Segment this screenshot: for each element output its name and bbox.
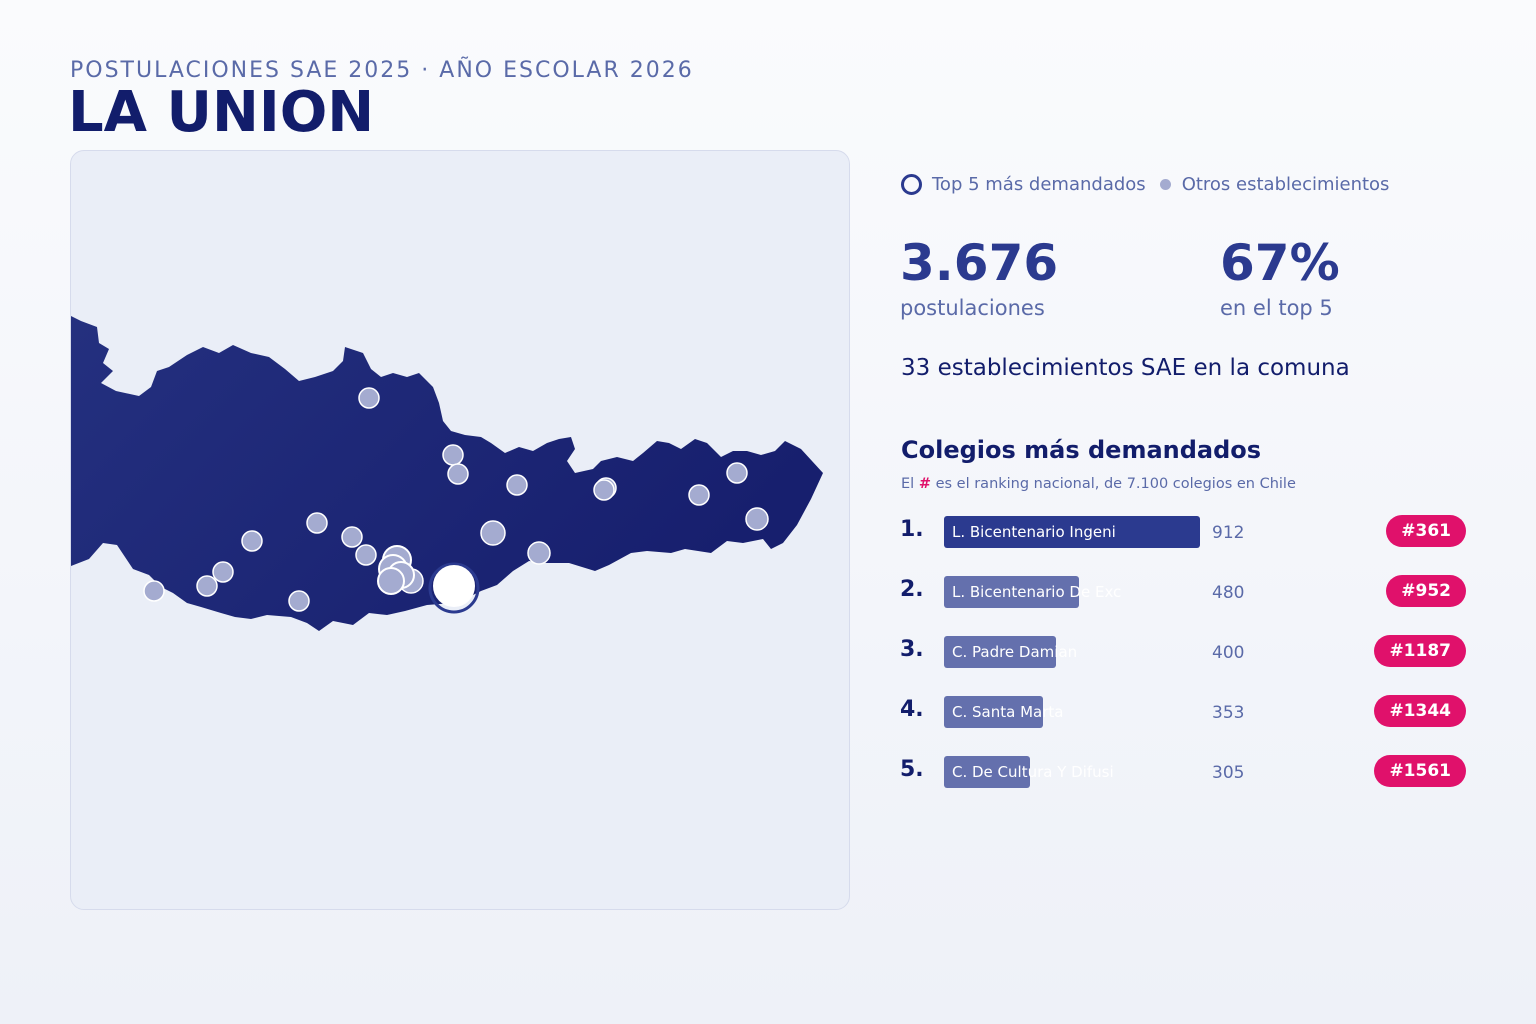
ranking-title: Colegios más demandados — [901, 436, 1262, 464]
stat-postulaciones-label: postulaciones — [900, 296, 1045, 320]
rank-school-name: C. Santa Marta — [952, 703, 1064, 721]
school-dot[interactable] — [212, 561, 234, 583]
rank-value: 480 — [1212, 583, 1245, 603]
stat-top5-share: 67% en el top 5 — [1220, 238, 1340, 320]
rank-bar — [944, 516, 1200, 548]
school-dot[interactable] — [593, 479, 615, 501]
national-rank-badge: #1344 — [1374, 695, 1466, 727]
school-dot[interactable] — [506, 474, 528, 496]
school-dot[interactable] — [241, 530, 263, 552]
school-dot[interactable] — [288, 590, 310, 612]
school-dot[interactable] — [726, 462, 748, 484]
national-rank-badge: #361 — [1386, 515, 1466, 547]
school-dot[interactable] — [355, 544, 377, 566]
national-rank-badge: #1187 — [1374, 635, 1466, 667]
top5-ring-icon — [901, 174, 922, 195]
rank-value: 353 — [1212, 703, 1245, 723]
commune-shape — [71, 316, 823, 631]
rank-number: 3. — [900, 637, 924, 662]
ranking-row-4[interactable]: 4. C. Santa Marta 353 #1344 — [900, 695, 1468, 729]
rank-bar — [944, 696, 1043, 728]
national-rank-badge: #952 — [1386, 575, 1466, 607]
school-dot[interactable] — [480, 520, 506, 546]
school-dot[interactable] — [341, 526, 363, 548]
school-dot[interactable] — [442, 444, 464, 466]
top5-schools-layer — [377, 545, 480, 614]
rank-school-name: C. Padre Damian — [952, 643, 1078, 661]
school-dot[interactable] — [745, 507, 769, 531]
ranking-note-prefix: El — [901, 476, 919, 492]
ranking-note: El # es el ranking nacional, de 7.100 co… — [901, 476, 1296, 492]
national-rank-badge: #1561 — [1374, 755, 1466, 787]
stat-top5-share-label: en el top 5 — [1220, 296, 1333, 320]
stat-postulaciones: 3.676 postulaciones — [900, 238, 1058, 320]
ranking-row-5[interactable]: 5. C. De Cultura Y Difusi 305 #1561 — [900, 755, 1468, 789]
school-dot[interactable] — [447, 463, 469, 485]
school-dot[interactable] — [358, 387, 380, 409]
top5-school-marker[interactable] — [377, 567, 405, 595]
top5-school-marker[interactable] — [428, 562, 480, 614]
rank-value: 912 — [1212, 523, 1245, 543]
map-panel[interactable] — [70, 150, 850, 910]
rank-value: 305 — [1212, 763, 1245, 783]
rank-number: 5. — [900, 757, 924, 782]
stat-postulaciones-value: 3.676 — [900, 234, 1059, 292]
school-dot[interactable] — [143, 580, 165, 602]
other-dot-icon — [1159, 179, 1171, 190]
ranking-row-2[interactable]: 2. L. Bicentenario De Exc 480 #952 — [900, 575, 1468, 609]
ranking-row-1[interactable]: 1. L. Bicentenario Ingeni 912 #361 — [900, 515, 1468, 549]
rank-number: 1. — [900, 517, 924, 542]
rank-number: 2. — [900, 577, 924, 602]
other-schools-layer — [143, 387, 769, 612]
ranking-row-3[interactable]: 3. C. Padre Damian 400 #1187 — [900, 635, 1468, 669]
rank-bar — [944, 756, 1030, 788]
ranking-note-hash: # — [918, 476, 931, 492]
header-kicker: POSTULACIONES SAE 2025 · AÑO ESCOLAR 202… — [70, 58, 694, 83]
rank-bar — [944, 636, 1056, 668]
ranking-note-suffix: es el ranking nacional, de 7.100 colegio… — [930, 476, 1296, 492]
schools-count: 33 establecimientos SAE en la comuna — [901, 355, 1350, 381]
commune-map[interactable] — [71, 151, 849, 909]
school-dot[interactable] — [527, 541, 551, 565]
rank-school-name: L. Bicentenario Ingeni — [952, 523, 1116, 541]
school-dot[interactable] — [306, 512, 328, 534]
school-dot[interactable] — [196, 575, 218, 597]
map-legend: Top 5 más demandados Otros establecimien… — [901, 174, 1389, 195]
top5-school-marker-primary[interactable] — [433, 565, 475, 607]
rank-number: 4. — [900, 697, 924, 722]
rank-value: 400 — [1212, 643, 1245, 663]
legend-others-label: Otros establecimientos — [1181, 174, 1390, 195]
page-title: LA UNION — [68, 80, 375, 145]
rank-school-name: C. De Cultura Y Difusi — [952, 763, 1114, 781]
rank-school-name: L. Bicentenario De Exc — [952, 583, 1122, 601]
stat-top5-share-value: 67% — [1220, 234, 1340, 292]
rank-bar — [944, 576, 1079, 608]
school-dot[interactable] — [688, 484, 710, 506]
legend-top5-label: Top 5 más demandados — [932, 174, 1146, 195]
